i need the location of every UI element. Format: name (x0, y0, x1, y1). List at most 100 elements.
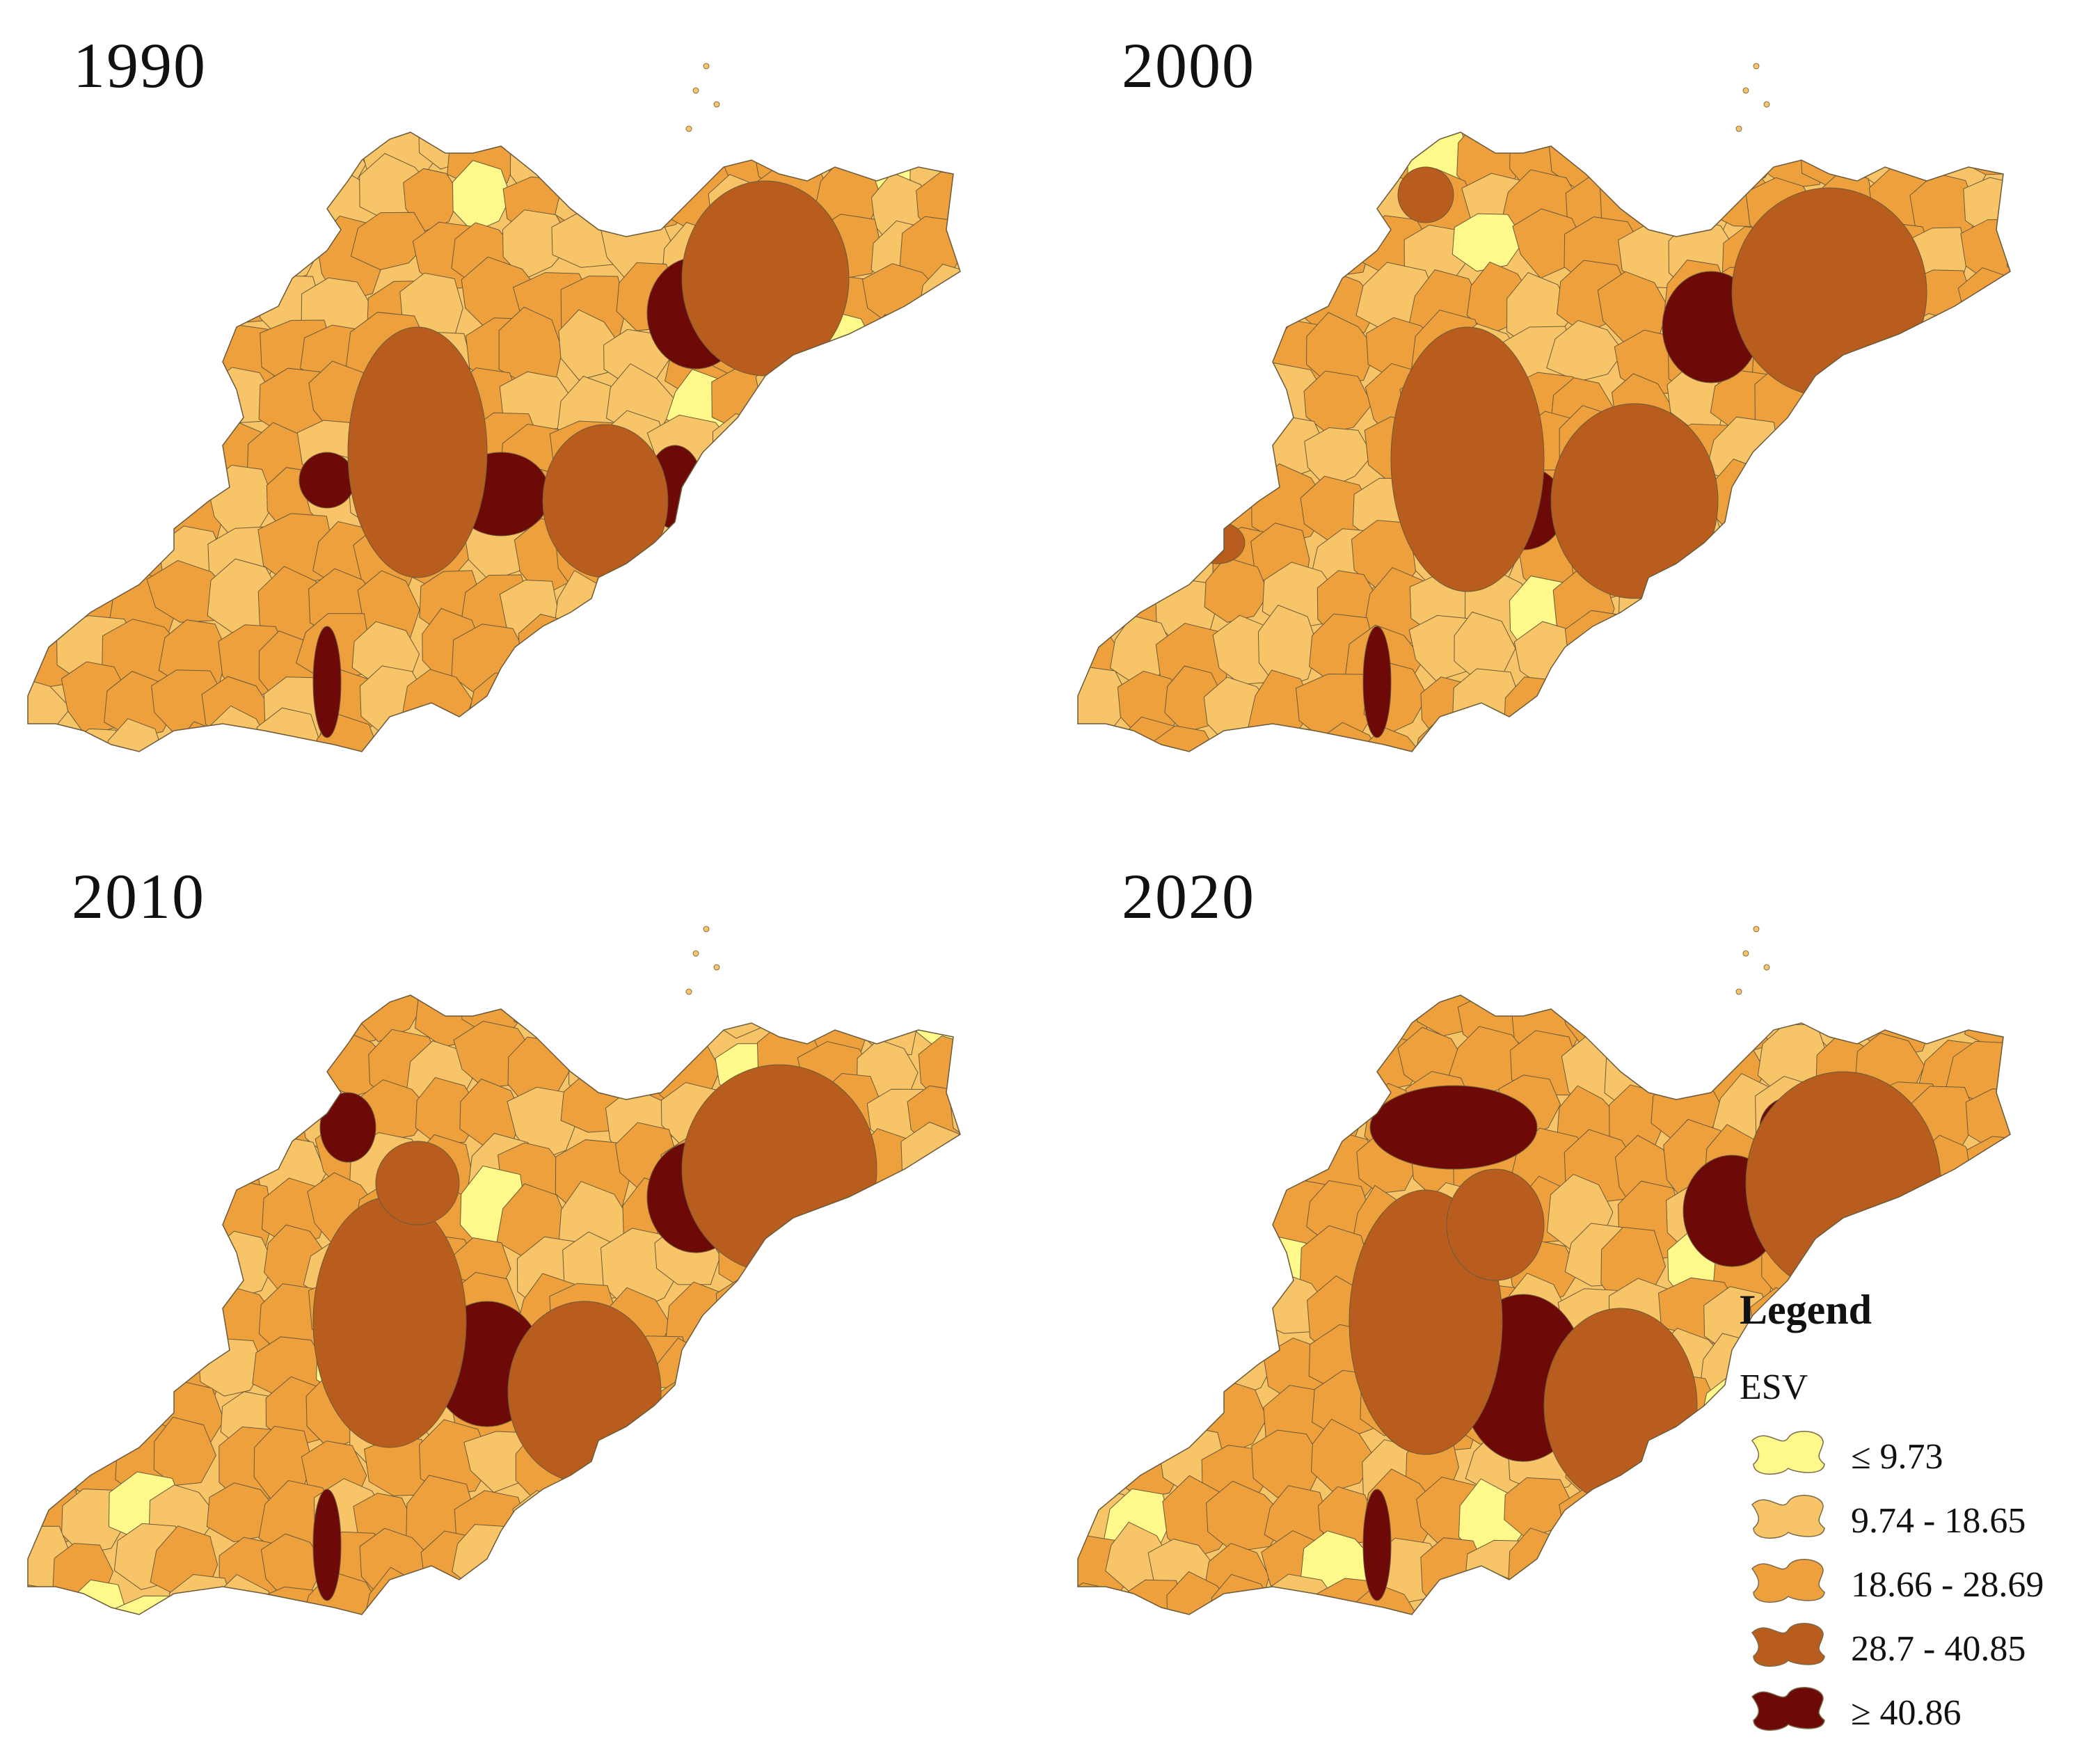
district-area (948, 1077, 960, 1148)
district-area (971, 267, 1044, 326)
district-area (907, 720, 960, 752)
island-area (1735, 125, 1742, 132)
district-area (857, 1326, 934, 1388)
district-area (109, 1222, 168, 1292)
district-area (820, 1434, 878, 1509)
district-area (761, 662, 845, 729)
district-area (1799, 562, 1878, 630)
district-area (958, 1026, 960, 1105)
district-area (1304, 427, 1374, 490)
district-area (948, 417, 960, 491)
district-area (900, 408, 960, 490)
district-area (817, 515, 880, 592)
district-area (1910, 504, 1992, 569)
district-area (920, 1234, 960, 1310)
district-area (715, 674, 774, 742)
district-area (1914, 1327, 1978, 1404)
district-area (969, 674, 1040, 743)
district-area (806, 1381, 885, 1457)
district-area (1078, 1386, 1138, 1468)
district-area (157, 370, 220, 439)
island-area (1753, 926, 1760, 933)
district-area (1954, 1232, 2010, 1298)
district-area (863, 314, 930, 396)
district-area (1864, 728, 1936, 752)
district-area (2007, 374, 2010, 453)
legend-swatch-icon (1751, 1495, 1825, 1539)
district-area (1156, 1023, 1241, 1094)
district-area (820, 1542, 885, 1608)
district-area (706, 624, 770, 697)
map-panel-2020: 2020 (1050, 863, 2100, 1726)
district-area (604, 1426, 669, 1504)
district-area (1211, 429, 1268, 494)
district-area (653, 622, 733, 696)
island-area (1742, 87, 1749, 94)
district-area (1078, 228, 1129, 304)
district-area (715, 1386, 795, 1455)
island-area (1753, 63, 1760, 70)
district-area (1655, 612, 1728, 694)
district-area (1256, 1094, 1336, 1169)
district-area (512, 1578, 592, 1615)
district-area (200, 995, 270, 1060)
district-area (1955, 466, 2010, 548)
district-area (1653, 1441, 1714, 1512)
district-area (859, 1236, 944, 1308)
district-area (28, 403, 77, 475)
district-area (28, 227, 77, 310)
district-area (1819, 522, 1886, 587)
district-area (1919, 622, 1993, 692)
district-area (1108, 160, 1185, 219)
district-area (964, 1340, 1033, 1405)
district-area (71, 995, 149, 1034)
district-area (45, 278, 118, 345)
district-area (1812, 721, 1888, 752)
district-area (1863, 370, 1926, 442)
district-area (2011, 710, 2082, 780)
legend-swatch-icon (1751, 1431, 1825, 1475)
district-area (347, 326, 488, 578)
district-area (1745, 1071, 1941, 1295)
district-area (619, 663, 694, 729)
district-area (113, 1125, 185, 1185)
district-area (2004, 1223, 2010, 1292)
district-area (1710, 678, 1774, 748)
district-area (1957, 628, 2010, 686)
district-area (1078, 1435, 1129, 1504)
district-area (1814, 475, 1890, 543)
district-area (710, 1479, 786, 1546)
district-area (542, 424, 669, 578)
district-area (1901, 458, 1974, 537)
district-area (1108, 368, 1167, 447)
district-area (817, 666, 882, 745)
district-area (647, 995, 716, 1047)
district-area (1904, 661, 1976, 735)
district-area (28, 1239, 77, 1312)
district-area (28, 1326, 94, 1402)
province-outline (27, 132, 961, 752)
district-area (159, 995, 235, 1058)
island-area (1763, 101, 1770, 108)
district-area (1200, 163, 1278, 237)
district-area (556, 1589, 635, 1615)
district-area (1078, 269, 1120, 330)
district-area (1705, 704, 1774, 752)
district-area (812, 1471, 875, 1549)
district-area (1767, 511, 1838, 592)
district-area (1156, 357, 1219, 435)
district-area (903, 1431, 960, 1501)
district-area (748, 1379, 824, 1452)
island-area (713, 101, 720, 108)
district-area (1999, 1171, 2010, 1242)
district-area (1111, 995, 1184, 1051)
district-area (118, 1036, 180, 1107)
district-area (1159, 132, 1236, 187)
district-area (852, 1576, 923, 1615)
district-area (1078, 1079, 1136, 1155)
district-area (28, 1585, 81, 1615)
district-area (2005, 312, 2010, 391)
district-area (2000, 559, 2010, 631)
district-area (957, 132, 960, 196)
district-area (1662, 1491, 1745, 1557)
